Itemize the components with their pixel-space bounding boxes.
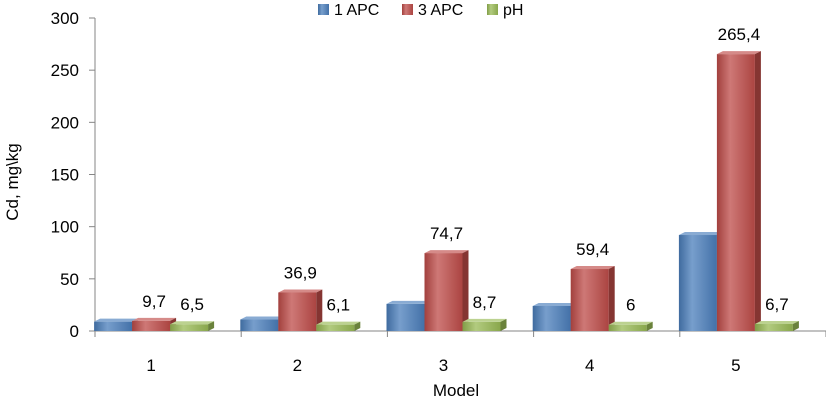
data-label: 6,1 [326,296,350,315]
legend-label: pH [503,2,523,19]
bar-1-apc [532,302,577,331]
legend-swatch [402,4,413,15]
y-tick-label: 150 [51,166,79,185]
y-tick-label: 200 [51,113,79,132]
data-label: 8,7 [473,293,497,312]
y-tick-label: 50 [60,270,79,289]
data-label: 6 [626,296,635,315]
bar-1-apc [94,318,139,331]
bar-3-apc [570,266,615,331]
data-label: 59,4 [576,240,609,259]
x-tick-label: 4 [585,356,594,375]
legend-swatch [318,4,329,15]
data-labels: 9,7 6,5 36,9 6,1 74,7 8,7 59,4 6 265,4 6,7 [142,25,788,315]
data-label: 74,7 [430,224,463,243]
data-label: 6,7 [765,295,789,314]
y-tick-label: 100 [51,218,79,237]
data-label: 9,7 [142,292,166,311]
bar-3-apc [132,317,177,331]
data-label: 36,9 [284,264,317,283]
legend-item-ph: pH [487,2,523,19]
bar-ph [316,321,361,331]
y-tick-label: 0 [70,322,79,341]
bars [94,51,799,331]
bar-3-apc [278,289,323,331]
bar-ph [462,318,507,331]
bar-3-apc [716,51,761,331]
y-tick-label: 250 [51,61,79,80]
bar-ph [754,321,799,331]
legend: 1 APC 3 APC pH [318,2,523,19]
axes: Cd, mg\kg Model 0 50 100 150 200 250 300 1 2 3 4 5 [3,9,826,400]
x-tick-label: 3 [439,356,448,375]
bar-1-apc [240,316,285,331]
bar-1-apc [678,232,723,331]
y-tick-label: 300 [51,9,79,28]
y-axis-title: Cd, mg\kg [3,143,22,220]
bar-ph [608,321,653,331]
legend-label: 3 APC [418,2,463,19]
x-axis-title: Model [433,381,479,400]
bar-ph [170,321,215,331]
data-label: 6,5 [180,295,204,314]
legend-label: 1 APC [334,2,379,19]
legend-item-3-apc: 3 APC [402,2,463,19]
bar-3-apc [424,250,469,331]
bar-1-apc [386,300,431,331]
data-label: 265,4 [718,25,761,44]
legend-item-1-apc: 1 APC [318,2,379,19]
legend-swatch [487,4,498,15]
x-tick-label: 5 [731,356,740,375]
x-tick-label: 2 [293,356,302,375]
x-tick-label: 1 [146,356,155,375]
